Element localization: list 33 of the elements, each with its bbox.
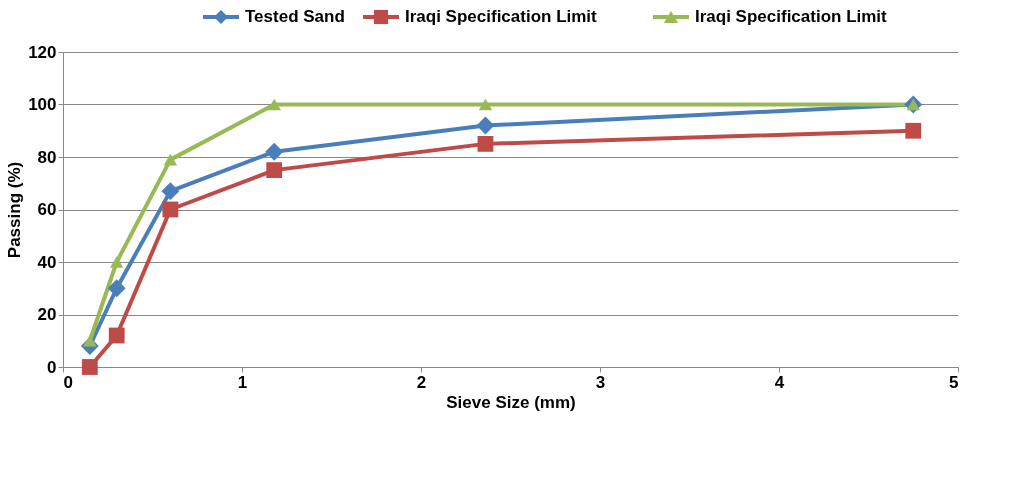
point (107, 279, 126, 298)
y-tick-label: 0 (47, 357, 57, 377)
y-tick-label: 20 (37, 305, 57, 324)
point (162, 201, 179, 218)
point (163, 153, 178, 166)
point (905, 122, 922, 139)
point (109, 256, 124, 268)
legend-label: Tested Sand (245, 7, 345, 26)
legend-label: Iraqi Specification Limit (405, 7, 598, 26)
point (108, 327, 125, 344)
x-axis-title: Sieve Size (mm) (446, 392, 576, 412)
point (265, 142, 284, 161)
x-tick-label: 1 (237, 372, 248, 392)
x-tick-label: 4 (774, 372, 785, 392)
y-tick-label: 120 (28, 42, 57, 62)
y-tick-label: 100 (28, 95, 57, 114)
y-tick-label: 40 (37, 252, 57, 272)
y-tick-label: 80 (37, 147, 57, 167)
point (478, 98, 493, 111)
x-tick-label: 2 (416, 372, 427, 392)
point (83, 334, 97, 347)
point (267, 98, 281, 111)
point (477, 135, 494, 152)
point (476, 116, 495, 135)
point (161, 182, 180, 201)
x-tick-label: 0 (63, 372, 73, 392)
point (81, 359, 98, 375)
x-tick-label: 5 (949, 372, 959, 392)
legend-label: Iraqi Specification Limit (695, 7, 888, 26)
y-tick-label: 60 (37, 200, 57, 219)
point (266, 162, 283, 179)
y-axis-title: Passing (%) (5, 161, 25, 259)
x-tick-label: 3 (595, 372, 606, 392)
